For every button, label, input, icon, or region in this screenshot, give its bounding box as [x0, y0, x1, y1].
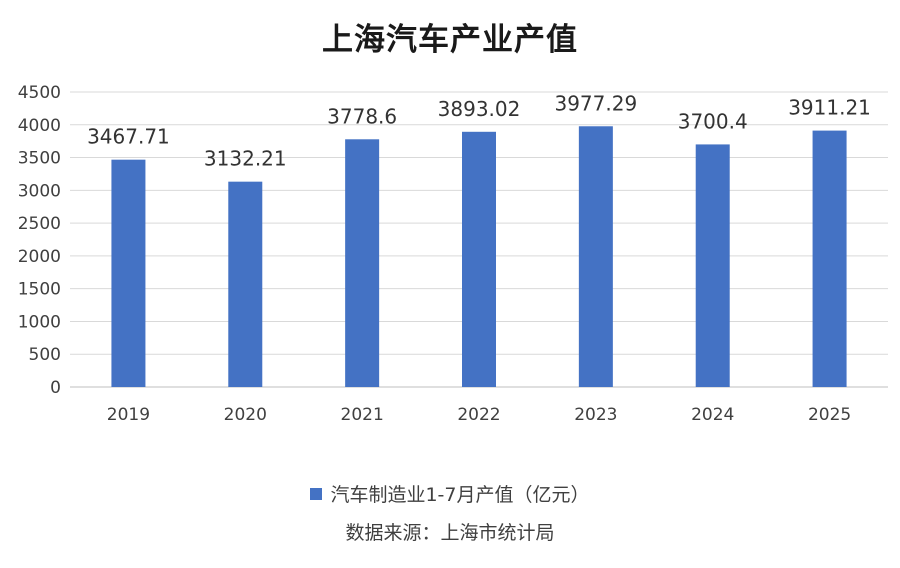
data-labels: 3467.71 3132.21 3778.6 3893.02 3977.29 3700.4…: [87, 91, 871, 170]
y-tick-label: 1500: [18, 280, 61, 300]
bar: [111, 159, 146, 387]
data-label: 3467.71: [87, 125, 170, 149]
bar: [812, 130, 847, 387]
y-tick-label: 4000: [18, 116, 61, 136]
chart-title: 上海汽车产业产值: [322, 22, 578, 58]
legend-label: 汽车制造业1-7月产值（亿元）: [330, 484, 590, 506]
y-tick-label: 0: [50, 378, 61, 398]
source-note: 数据来源：上海市统计局: [345, 522, 555, 544]
x-tick-label: 2019: [107, 405, 150, 425]
x-tick-label: 2023: [574, 405, 617, 425]
y-tick-label: 500: [29, 345, 61, 365]
bar-chart: 0 500 1000 1500 2000 2500 3000 3500 4000 4500 346…: [18, 83, 888, 425]
y-tick-label: 3500: [18, 149, 61, 169]
bar: [695, 144, 730, 387]
data-label: 3778.6: [327, 104, 397, 128]
y-tick-label: 2500: [18, 214, 61, 234]
bar: [228, 181, 263, 387]
y-axis-tick-labels: 0 500 1000 1500 2000 2500 3000 3500 4000 4500: [18, 83, 61, 398]
data-label: 3977.29: [554, 91, 637, 115]
data-label: 3893.02: [438, 97, 521, 121]
y-tick-label: 3000: [18, 181, 61, 201]
legend-swatch: [310, 488, 323, 500]
y-tick-label: 2000: [18, 247, 61, 267]
x-axis-tick-labels: 2019 2020 2021 2022 2023 2024 2025: [107, 405, 851, 425]
legend: 汽车制造业1-7月产值（亿元）: [0, 480, 900, 507]
data-label: 3700.4: [678, 109, 748, 133]
x-tick-label: 2021: [341, 405, 384, 425]
x-tick-label: 2024: [691, 405, 734, 425]
x-tick-label: 2025: [808, 405, 851, 425]
data-label: 3911.21: [788, 96, 871, 120]
x-tick-label: 2022: [457, 405, 500, 425]
bar: [345, 139, 380, 387]
y-tick-label: 4500: [18, 83, 61, 103]
y-tick-label: 1000: [18, 312, 61, 332]
x-tick-label: 2020: [224, 405, 267, 425]
bar: [462, 131, 496, 387]
data-label: 3132.21: [204, 147, 287, 171]
bar: [578, 126, 613, 388]
bars: [111, 126, 847, 388]
